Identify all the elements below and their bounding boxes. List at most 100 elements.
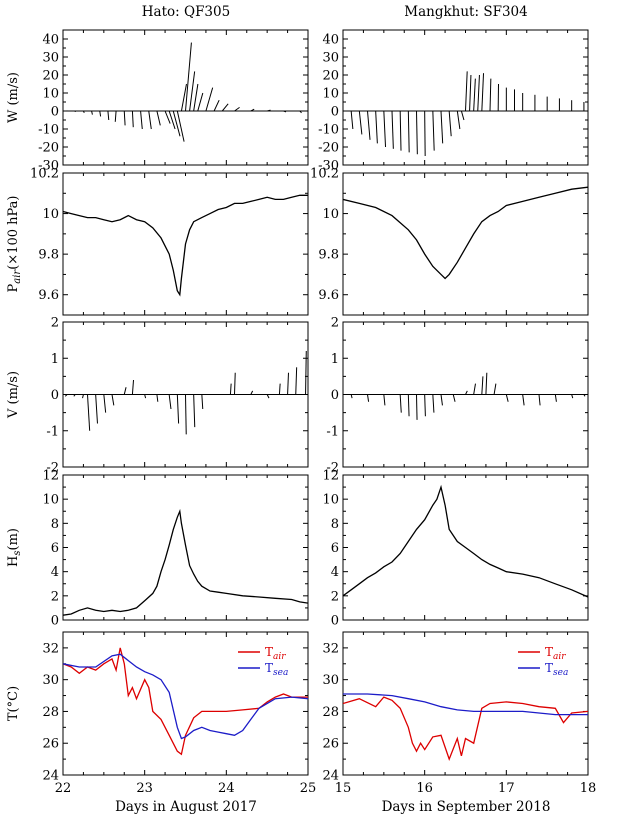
vector-stick	[399, 110, 402, 151]
y-tick-label: -20	[318, 141, 339, 156]
y-tick-label: 10	[322, 493, 339, 508]
y-tick-label: 10	[322, 87, 339, 102]
y-axis-label-sub: air	[12, 269, 23, 284]
vector-stick	[383, 110, 387, 148]
panel-hato-wind: -30 -20 -10 0 10 20 30 40 W (m/s)	[6, 29, 309, 174]
y-tick-label: -1	[46, 424, 59, 439]
y-tick-label: -2	[46, 461, 59, 476]
y-tick-label: 1	[51, 352, 59, 367]
vector-stick	[164, 110, 171, 124]
plot-area	[343, 484, 588, 598]
x-tick-label: 23	[136, 781, 153, 796]
y-tick-label: 8	[51, 517, 59, 532]
y-tick-label: 28	[322, 705, 339, 720]
y-tick-label: -2	[326, 461, 339, 476]
vector-stick	[473, 383, 476, 395]
y-tick-label: 20	[322, 69, 339, 84]
y-tick-label: -1	[326, 424, 339, 439]
vector-stick	[350, 110, 354, 130]
panel-mangkhut-waveheight: 0 2 4 6 8 10 12	[322, 469, 589, 629]
y-tick-label: 40	[322, 33, 339, 48]
vector-stick	[399, 394, 402, 413]
y-tick-label: -10	[38, 123, 59, 138]
legend-label-main: T	[265, 661, 273, 675]
vector-stick	[123, 110, 126, 126]
vector-stick	[287, 372, 289, 395]
vector-stick	[350, 394, 353, 399]
vector-stick	[221, 103, 229, 112]
legend-label: Tsea	[545, 661, 568, 678]
y-axis-label: T(°C)	[6, 686, 21, 721]
y-tick-label: 10	[322, 207, 339, 222]
vector-stick	[111, 394, 115, 406]
vector-stick	[489, 78, 492, 112]
legend-label-main: T	[265, 645, 273, 659]
vector-stick	[185, 42, 192, 112]
vector-stick	[114, 110, 117, 122]
vector-stick	[460, 110, 465, 121]
vector-stick	[295, 367, 298, 395]
y-tick-label: 0	[51, 614, 59, 629]
vector-stick	[140, 110, 143, 130]
y-tick-label: 0	[51, 388, 59, 403]
vector-stick	[391, 110, 394, 149]
vector-stick	[481, 73, 485, 112]
series-line	[343, 484, 588, 598]
y-tick-label: 28	[42, 705, 59, 720]
panel-mangkhut-current: -2 -1 0 1 2	[326, 316, 589, 476]
y-tick-label: 40	[42, 33, 59, 48]
vector-stick	[193, 83, 199, 112]
panel-hato-current: -2 -1 0 1 2 V (m/s)	[6, 316, 309, 476]
vector-stick	[465, 390, 468, 395]
y-tick-label: 9.8	[38, 248, 59, 263]
vector-stick	[144, 394, 147, 399]
vector-stick	[156, 394, 159, 402]
x-tick-label: 18	[580, 781, 597, 796]
y-tick-label: 32	[42, 641, 59, 656]
vector-stick	[473, 78, 476, 112]
vector-stick	[358, 110, 363, 135]
y-tick-label: 26	[322, 737, 339, 752]
legend-label-sub: air	[553, 652, 566, 662]
vector-stick	[465, 71, 468, 112]
x-tick-label: 16	[416, 781, 433, 796]
y-tick-label: 30	[322, 673, 339, 688]
vector-stick	[554, 394, 557, 402]
y-axis-label: W (m/s)	[6, 72, 21, 123]
vector-stick	[168, 110, 176, 130]
panel-frame	[62, 29, 309, 166]
y-tick-label: -30	[318, 159, 339, 174]
panel-frame	[342, 29, 589, 166]
panel-hato-pressure: 9.6 9.8 10 10.2 Pair(×100 hPa)	[6, 167, 309, 316]
vector-stick	[448, 110, 452, 137]
vector-stick	[266, 394, 270, 399]
y-tick-label: 0	[51, 105, 59, 120]
vector-stick	[229, 383, 232, 395]
vector-stick	[456, 110, 461, 130]
vector-stick	[481, 376, 484, 395]
y-tick-label: 12	[322, 469, 339, 484]
vector-stick	[87, 394, 91, 431]
vector-stick	[416, 110, 418, 155]
y-tick-label: 10.2	[30, 167, 59, 182]
vector-stick	[522, 394, 525, 406]
vector-stick	[278, 383, 281, 395]
plot-area	[343, 372, 588, 420]
y-axis-label-rest: (m)	[6, 528, 21, 550]
series-line-t-sea	[343, 693, 588, 716]
left-x-axis-label: Days in August 2017	[115, 799, 257, 815]
vector-stick	[485, 372, 488, 395]
vector-stick	[107, 110, 110, 121]
x-tick-label: 15	[335, 781, 352, 796]
vector-stick	[432, 110, 435, 151]
vector-stick	[99, 110, 102, 117]
vector-stick	[176, 110, 185, 142]
vector-stick	[82, 110, 85, 114]
legend-label-main: T	[545, 645, 553, 659]
y-tick-label: 10.2	[310, 167, 339, 182]
plot-area	[343, 693, 588, 761]
plot-area	[63, 350, 308, 435]
series-line-t-air	[343, 696, 588, 761]
plot-area	[343, 71, 588, 157]
